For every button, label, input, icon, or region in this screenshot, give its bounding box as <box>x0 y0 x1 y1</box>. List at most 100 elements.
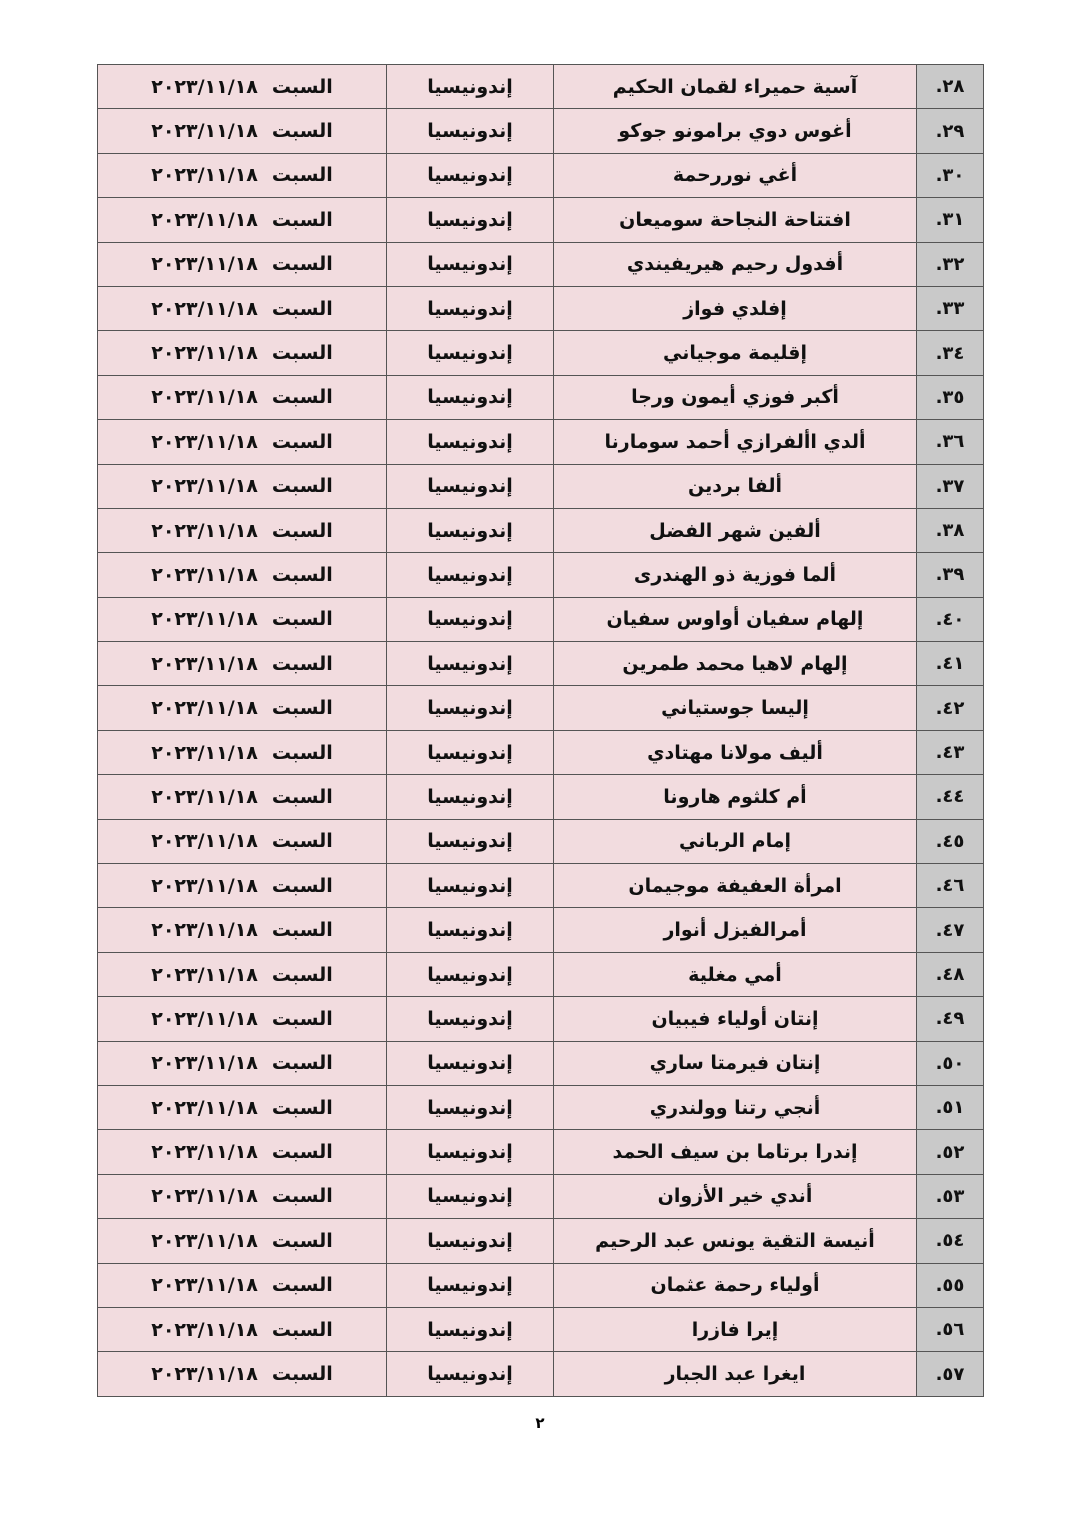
row-number: ٥٧. <box>916 1351 984 1397</box>
country: إندونيسيا <box>386 1040 554 1086</box>
row-number: ٣٤. <box>916 330 984 376</box>
participant-name: إقليمة موجياني <box>553 330 917 376</box>
row-number: ٤٥. <box>916 818 984 865</box>
country: إندونيسيا <box>386 108 554 154</box>
participant-name: أم كلثوم هارونا <box>553 774 917 820</box>
date: ٢٠٢٣/١١/١٨ <box>151 253 258 276</box>
date-cell: السبت ٢٠٢٣/١١/١٨ <box>97 1218 387 1264</box>
row-number: ٤٩. <box>916 996 984 1042</box>
day-name: السبت <box>271 342 333 365</box>
participants-table: ٢٨. آسية حميراء لقمان الحكيم إندونيسيا السب… <box>97 63 984 1397</box>
participant-name: إنتان أولياء فيبيان <box>553 996 917 1042</box>
country: إندونيسيا <box>386 907 554 953</box>
date-cell: السبت ٢٠٢٣/١١/١٨ <box>97 552 387 598</box>
day-name: السبت <box>271 120 333 143</box>
row-number: ٣٩. <box>916 552 984 598</box>
date-cell: السبت ٢٠٢٣/١١/١٨ <box>97 419 387 465</box>
table-row: ٣٢. أفدول رحيم هيريفيندي إندونيسيا السبت ٢٠٢… <box>97 241 984 287</box>
row-number: ٣٦. <box>916 419 984 465</box>
participant-name: آسية حميراء لقمان الحكيم <box>553 63 917 110</box>
date: ٢٠٢٣/١١/١٨ <box>151 208 258 231</box>
table-row: ٥٧. ايغرا عبد الجبار إندونيسيا السبت ٢٠٢٣/١١… <box>97 1351 984 1397</box>
country: إندونيسيا <box>386 729 554 776</box>
table-row: ٤٨. أمي مغلية إندونيسيا السبت ٢٠٢٣/١١/١٨ <box>97 951 984 998</box>
table-row: ٤٠. إلهام سفيان أواوس سفيان إندونيسيا السبت… <box>97 596 984 643</box>
participant-name: إندرا برتاما بن سيف الحمد <box>553 1129 917 1175</box>
page-number: ٢ <box>535 1414 545 1432</box>
participant-name: ألما فوزية ذو الهندرى <box>553 552 917 598</box>
date: ٢٠٢٣/١١/١٨ <box>151 963 258 986</box>
date-cell: السبت ٢٠٢٣/١١/١٨ <box>97 863 387 909</box>
date-cell: السبت ٢٠٢٣/١١/١٨ <box>97 197 387 243</box>
day-name: السبت <box>271 1096 333 1119</box>
table-row: ٣٩. ألما فوزية ذو الهندرى إندونيسيا السبت ٢٠… <box>97 552 984 598</box>
row-number: ٤٨. <box>916 951 984 998</box>
row-number: ٤٢. <box>916 685 984 731</box>
table-row: ٤٦. امرأة العفيفة موجيمان إندونيسيا السبت ٢٠… <box>97 863 984 909</box>
country: إندونيسيا <box>386 197 554 243</box>
date-cell: السبت ٢٠٢٣/١١/١٨ <box>97 596 387 643</box>
day-name: السبت <box>271 785 333 808</box>
day-name: السبت <box>271 608 333 631</box>
date: ٢٠٢٣/١١/١٨ <box>151 297 258 320</box>
participant-name: إفلدي فواز <box>553 285 917 332</box>
participant-name: إنتان فيرمتا ساري <box>553 1040 917 1086</box>
table-row: ٣١. افتتاحة النجاحة سوميعان إندونيسيا السبت… <box>97 197 984 243</box>
date-cell: السبت ٢٠٢٣/١١/١٨ <box>97 285 387 332</box>
day-name: السبت <box>271 1007 333 1030</box>
date: ٢٠٢٣/١١/١٨ <box>151 1185 258 1208</box>
date-cell: السبت ٢٠٢٣/١١/١٨ <box>97 152 387 199</box>
date-cell: السبت ٢٠٢٣/١١/١٨ <box>97 1306 387 1353</box>
country: إندونيسيا <box>386 818 554 865</box>
date-cell: السبت ٢٠٢٣/١١/١٨ <box>97 1173 387 1220</box>
row-number: ٥١. <box>916 1084 984 1131</box>
date: ٢٠٢٣/١١/١٨ <box>151 386 258 409</box>
table-row: ٤٧. أمرالفيزل أنوار إندونيسيا السبت ٢٠٢٣/١١/… <box>97 907 984 953</box>
date: ٢٠٢٣/١١/١٨ <box>151 874 258 897</box>
day-name: السبت <box>271 430 333 453</box>
day-name: السبت <box>271 1052 333 1075</box>
row-number: ٤٦. <box>916 863 984 909</box>
row-number: ٣٨. <box>916 507 984 554</box>
table-row: ٤٥. إمام الرباني إندونيسيا السبت ٢٠٢٣/١١/١٨ <box>97 818 984 865</box>
row-number: ٥٢. <box>916 1129 984 1175</box>
row-number: ٢٨. <box>916 63 984 110</box>
date-cell: السبت ٢٠٢٣/١١/١٨ <box>97 1040 387 1086</box>
participant-name: ايغرا عبد الجبار <box>553 1351 917 1397</box>
participant-name: إليسا جوستياني <box>553 685 917 731</box>
country: إندونيسيا <box>386 774 554 820</box>
date-cell: السبت ٢٠٢٣/١١/١٨ <box>97 108 387 154</box>
country: إندونيسيا <box>386 596 554 643</box>
participant-name: أندي خير الأزوان <box>553 1173 917 1220</box>
table-row: ٤٤. أم كلثوم هارونا إندونيسيا السبت ٢٠٢٣/١١/… <box>97 774 984 820</box>
participant-name: أفدول رحيم هيريفيندي <box>553 241 917 287</box>
country: إندونيسيا <box>386 507 554 554</box>
table-row: ٤٢. إليسا جوستياني إندونيسيا السبت ٢٠٢٣/١١/١… <box>97 685 984 731</box>
day-name: السبت <box>271 741 333 764</box>
row-number: ٤١. <box>916 641 984 687</box>
participant-name: أغي نوررحمة <box>553 152 917 199</box>
country: إندونيسيا <box>386 996 554 1042</box>
day-name: السبت <box>271 164 333 187</box>
country: إندونيسيا <box>386 552 554 598</box>
day-name: السبت <box>271 652 333 675</box>
date-cell: السبت ٢٠٢٣/١١/١٨ <box>97 241 387 287</box>
date: ٢٠٢٣/١١/١٨ <box>151 1274 258 1297</box>
row-number: ٥٦. <box>916 1306 984 1353</box>
date: ٢٠٢٣/١١/١٨ <box>151 75 258 98</box>
day-name: السبت <box>271 830 333 853</box>
date: ٢٠٢٣/١١/١٨ <box>151 563 258 586</box>
participant-name: أغوس دوي برامونو جوكو <box>553 108 917 154</box>
country: إندونيسيا <box>386 241 554 287</box>
table-row: ٣٠. أغي نوررحمة إندونيسيا السبت ٢٠٢٣/١١/١٨ <box>97 152 984 199</box>
participant-name: أولياء رحمة عثمان <box>553 1262 917 1308</box>
country: إندونيسيا <box>386 1262 554 1308</box>
date-cell: السبت ٢٠٢٣/١١/١٨ <box>97 951 387 998</box>
country: إندونيسيا <box>386 152 554 199</box>
table-row: ٤٣. أليف مولانا مهتادي إندونيسيا السبت ٢٠٢٣/… <box>97 729 984 776</box>
date: ٢٠٢٣/١١/١٨ <box>151 475 258 498</box>
country: إندونيسيا <box>386 863 554 909</box>
row-number: ٤٠. <box>916 596 984 643</box>
country: إندونيسيا <box>386 951 554 998</box>
date: ٢٠٢٣/١١/١٨ <box>151 608 258 631</box>
